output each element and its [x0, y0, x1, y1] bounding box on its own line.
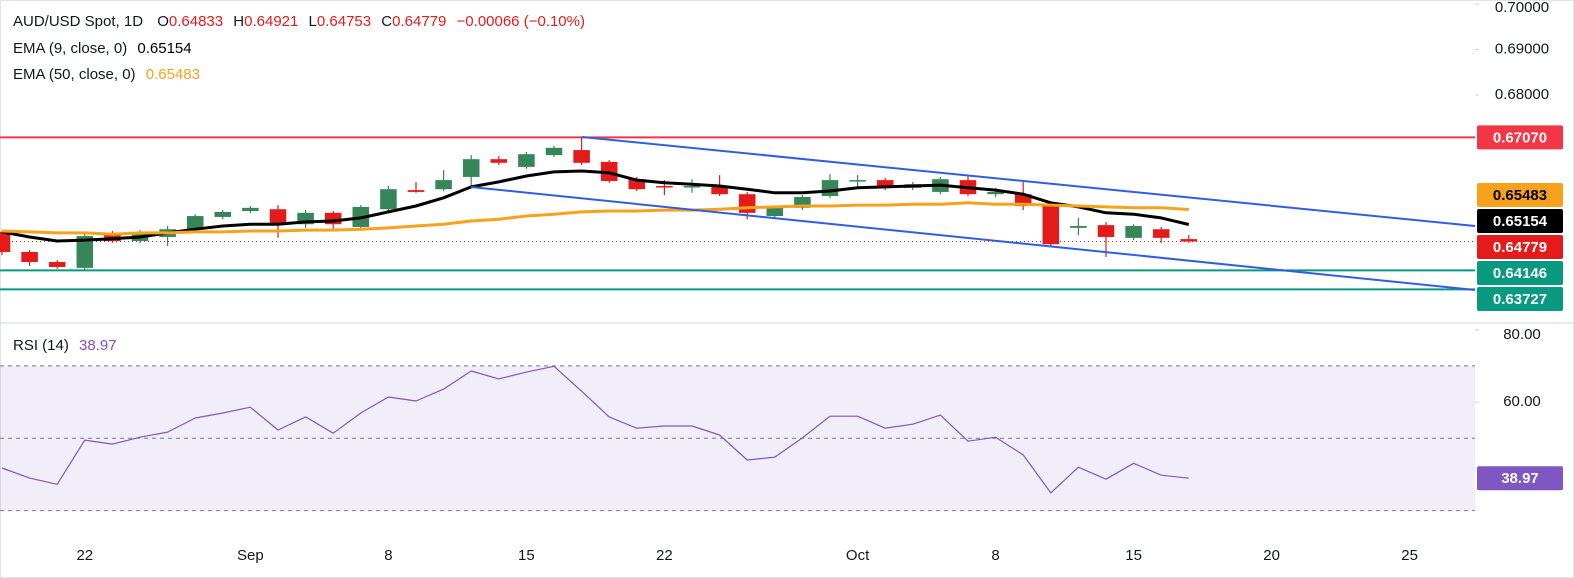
candle-body: [0, 231, 11, 252]
x-tick-label: Oct: [846, 547, 870, 564]
candle-body: [214, 211, 232, 217]
candle-body: [407, 190, 425, 192]
c-value: 0.64779: [392, 13, 446, 30]
h-value: 0.64921: [244, 13, 298, 30]
y-tick-label: 0.68000: [1495, 86, 1549, 103]
legend-ema50-value: 0.65483: [146, 66, 200, 83]
axis-layer: 0.68000 0.69000 0.70000 60.00 80.00 22 Sep 8 15 2…: [76, 0, 1563, 564]
indicator-line: [1, 365, 1189, 494]
change: −0.00066 (−0.10%): [457, 13, 585, 30]
candle-body: [48, 261, 66, 267]
candle-body: [518, 154, 535, 167]
candle-body: [849, 180, 866, 182]
x-tick-label: 25: [1401, 547, 1418, 564]
y-tick-label: 0.69000: [1495, 41, 1549, 58]
candle-body: [738, 194, 756, 213]
candle-body: [76, 236, 94, 268]
candle-body: [269, 209, 287, 225]
o-value: 0.64833: [169, 13, 223, 30]
candle-body: [794, 196, 811, 208]
legend-ema50: EMA (50, close, 0) 0.65483: [13, 66, 200, 83]
l-prefix: L: [309, 13, 317, 30]
candle-body: [876, 180, 894, 188]
indicator-line: [1, 201, 1189, 236]
candle-body: [297, 212, 314, 225]
plot-layer: [0, 136, 1475, 512]
candle-body: [380, 189, 397, 210]
legend-rsi-name: RSI (14): [13, 337, 69, 354]
candle-body: [711, 186, 728, 195]
price-badge: [1477, 287, 1563, 312]
legend-ema9: EMA (9, close, 0) 0.65154: [13, 40, 192, 57]
indicator-line: [1, 169, 1190, 243]
candle-body: [1014, 194, 1032, 207]
candle-body: [628, 179, 646, 190]
candle-body: [21, 251, 38, 262]
y-tick-label: 80.00: [1503, 326, 1541, 343]
channel-lower: [470, 186, 1476, 291]
price-badge-label: 0.63727: [1493, 291, 1547, 308]
price-badge-label: 38.97: [1501, 470, 1539, 487]
y-tick-label: 60.00: [1503, 393, 1541, 410]
legend-ema9-name: EMA (9, close, 0): [13, 40, 127, 57]
candle-body: [683, 186, 701, 188]
legend-rsi-value: 38.97: [79, 337, 117, 354]
price-badge: [1477, 125, 1563, 150]
x-tick-label: 15: [518, 547, 535, 564]
candle-body: [186, 216, 204, 230]
l-value: 0.64753: [317, 13, 371, 30]
y-tick-label: 0.70000: [1495, 0, 1549, 16]
candle-body: [490, 159, 508, 163]
price-badge-label: 0.64779: [1493, 239, 1547, 256]
x-tick-label: 22: [656, 547, 673, 564]
x-tick-label: 8: [384, 547, 392, 564]
candle-body: [1070, 226, 1087, 228]
x-tick-label: 22: [76, 547, 93, 564]
c-prefix: C: [381, 13, 392, 30]
price-badge-label: 0.64146: [1493, 265, 1547, 282]
candle-body: [435, 180, 452, 190]
candle-body: [821, 180, 839, 197]
x-tick-label: 8: [991, 547, 999, 564]
candle-body: [1152, 229, 1170, 238]
channel-upper: [581, 136, 1476, 227]
candle-body: [987, 191, 1004, 195]
legend-ema9-value: 0.65154: [137, 40, 191, 57]
candle-body: [1097, 225, 1115, 237]
price-badge-label: 0.65154: [1493, 213, 1548, 230]
candle-body: [462, 159, 480, 177]
candle-body: [766, 207, 784, 217]
legend-rsi: RSI (14) 38.97: [13, 337, 117, 354]
candle-body: [1180, 239, 1198, 242]
candle-body: [656, 186, 673, 188]
price-badge: [1477, 261, 1563, 286]
candle-body: [1042, 205, 1060, 245]
legend-header: AUD/USD Spot, 1D O0.64833 H0.64921 L0.64…: [13, 13, 585, 30]
o-prefix: O: [157, 13, 169, 30]
h-prefix: H: [233, 13, 244, 30]
price-badge: [1477, 183, 1563, 208]
x-tick-label: 15: [1125, 547, 1142, 564]
symbol-title: AUD/USD Spot, 1D: [13, 13, 143, 30]
candle-body: [573, 150, 590, 163]
legend-ema50-name: EMA (50, close, 0): [13, 66, 136, 83]
price-badge: [1477, 235, 1563, 260]
candle-body: [545, 147, 563, 156]
price-badge: [1477, 466, 1563, 491]
price-badge-label: 0.67070: [1493, 129, 1547, 146]
x-tick-label: Sep: [237, 547, 264, 564]
candle-body: [1125, 226, 1142, 238]
price-badge-label: 0.65483: [1493, 187, 1547, 204]
candle-body: [242, 207, 259, 212]
candle-body: [324, 212, 342, 225]
x-tick-label: 20: [1263, 547, 1280, 564]
price-badge: [1477, 209, 1563, 234]
